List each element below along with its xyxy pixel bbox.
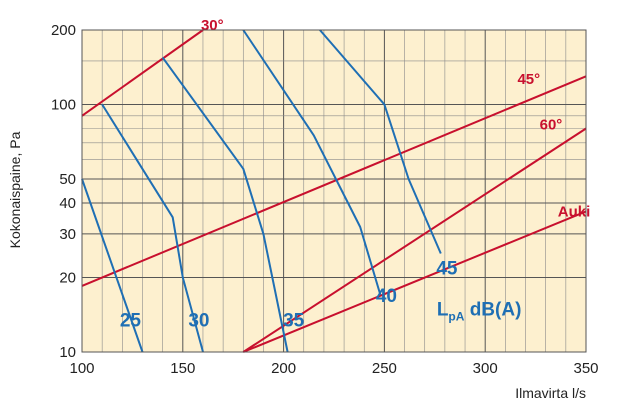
sound-level-line	[319, 29, 442, 254]
x-tick-label: 100	[69, 360, 94, 377]
damper-label: 30°	[201, 17, 224, 34]
sound-level-line	[81, 178, 144, 353]
x-tick-label: 150	[170, 360, 195, 377]
x-tick-label: 300	[473, 360, 498, 377]
y-tick-label: 30	[59, 226, 76, 243]
damper-angle-lines	[81, 29, 587, 353]
y-tick-label: 100	[51, 97, 76, 114]
sound-level-line	[161, 56, 289, 353]
sound-level-label: 40	[376, 286, 397, 307]
unit-label: LpA dB(A)	[437, 299, 522, 323]
damper-label: 45°	[517, 71, 540, 88]
x-axis-title: Ilmavirta l/s	[515, 385, 586, 401]
sound-level-line	[242, 29, 382, 296]
sound-level-label: 45	[436, 258, 458, 279]
sound-level-line	[101, 103, 204, 353]
sound-level-label: 30	[188, 311, 209, 332]
x-tick-label: 350	[573, 360, 598, 377]
grid	[82, 30, 586, 352]
y-tick-label: 200	[51, 22, 76, 39]
x-tick-label: 250	[372, 360, 397, 377]
x-tick-label: 200	[271, 360, 296, 377]
damper-label: Auki	[558, 203, 591, 220]
y-tick-label: 40	[59, 195, 76, 212]
y-tick-label: 20	[59, 269, 76, 286]
plot-frame	[81, 29, 587, 353]
y-axis-title: Kokonaispaine, Pa	[7, 131, 23, 248]
damper-line	[242, 127, 587, 353]
plot-background	[82, 30, 586, 352]
y-tick-label: 10	[59, 344, 76, 361]
damper-label: 60°	[540, 117, 563, 134]
sound-level-lines	[81, 29, 442, 353]
damper-line	[81, 29, 204, 117]
y-tick-label: 50	[59, 171, 76, 188]
sound-level-label: 25	[120, 311, 142, 332]
tick-labels: 100 150 200 250 300 350 10 20 30 40 50 100 200	[51, 22, 599, 377]
sound-level-label: 35	[283, 311, 305, 332]
series-labels: 30° 45° 60° Auki 25 30 35 40 45	[120, 17, 590, 332]
damper-line	[242, 210, 587, 353]
damper-line	[81, 75, 587, 287]
